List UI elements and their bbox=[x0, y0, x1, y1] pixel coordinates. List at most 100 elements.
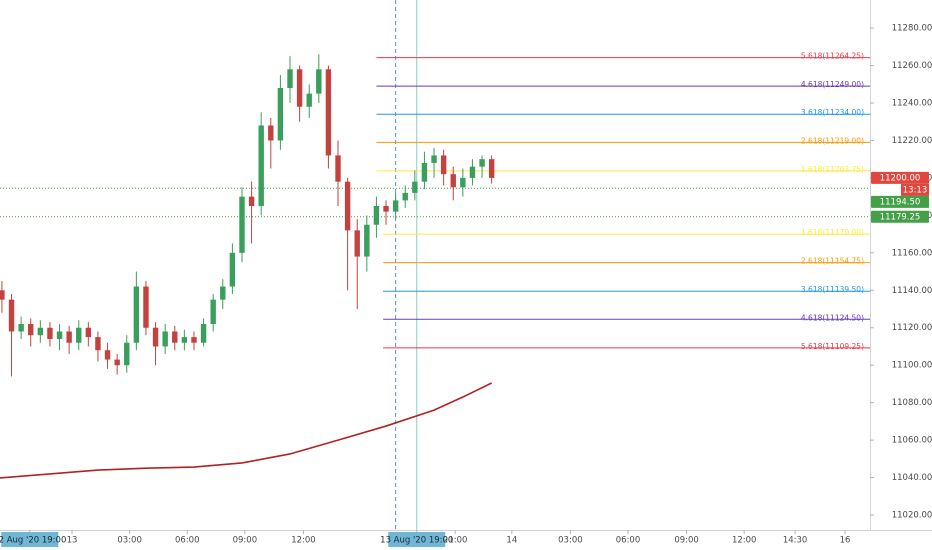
candle-body bbox=[104, 350, 111, 360]
candle-body bbox=[364, 224, 370, 257]
candle-body bbox=[431, 155, 437, 163]
x-tick-label: 12:00 bbox=[732, 536, 757, 546]
y-tick-label: 11220.00 bbox=[892, 136, 932, 146]
countdown-box bbox=[901, 183, 929, 196]
candle-body bbox=[402, 192, 408, 201]
price-line-label: 11194.50 bbox=[880, 197, 921, 207]
fib-label: 2.618(11154.75) bbox=[801, 257, 864, 266]
candle-body bbox=[450, 174, 456, 188]
y-tick-label: 11020.00 bbox=[892, 511, 932, 521]
x-tick-label: 14 bbox=[506, 536, 517, 546]
candle-body bbox=[172, 331, 178, 343]
candle-body bbox=[412, 181, 418, 193]
candle-body bbox=[239, 196, 245, 253]
candle-body bbox=[373, 206, 380, 225]
fib-label: 5.618(11109.25) bbox=[801, 342, 864, 351]
candle-body bbox=[85, 327, 92, 338]
y-tick-label: 11260.00 bbox=[892, 61, 932, 71]
x-tick-highlight bbox=[388, 532, 446, 547]
candle-body bbox=[152, 327, 159, 347]
candle-body bbox=[460, 177, 466, 188]
x-tick-label: 06:00 bbox=[175, 536, 200, 546]
candle-body bbox=[469, 166, 476, 178]
fib-label: 1.618(11170.00) bbox=[801, 228, 864, 237]
fib-label: 4.618(11124.50) bbox=[801, 313, 864, 322]
candle-body bbox=[479, 159, 485, 167]
candle-body bbox=[18, 323, 24, 332]
x-tick-label: 21:00 bbox=[443, 536, 468, 546]
candle-body bbox=[421, 162, 428, 182]
candle-body bbox=[162, 331, 168, 347]
candle-body bbox=[124, 342, 130, 366]
y-tick-label: 11080.00 bbox=[892, 398, 932, 408]
x-tick-label: 14:30 bbox=[783, 536, 808, 546]
candle-body bbox=[287, 69, 293, 89]
x-tick-label: 03:00 bbox=[117, 536, 142, 546]
countdown-label: 13:13 bbox=[903, 185, 928, 195]
candle-body bbox=[258, 125, 264, 207]
candle-body bbox=[133, 286, 140, 343]
candle-body bbox=[66, 331, 72, 343]
fib-label: 3.618(11139.50) bbox=[801, 285, 864, 294]
price-line-label: 11179.25 bbox=[880, 212, 921, 222]
x-tick-label: 16 bbox=[840, 536, 851, 546]
candle-body bbox=[114, 359, 120, 366]
candle-body bbox=[229, 252, 236, 287]
x-tick-label: 09:00 bbox=[233, 536, 258, 546]
fib-label: 3.618(11234.00) bbox=[801, 108, 864, 117]
y-tick-label: 11160.00 bbox=[892, 248, 932, 258]
price-line-box bbox=[871, 210, 929, 223]
x-tick-highlight bbox=[1, 532, 59, 547]
y-tick-label: 11240.00 bbox=[892, 99, 932, 109]
candle-body bbox=[191, 337, 197, 343]
x-tick-label: 13 Aug '20 19:00 bbox=[380, 536, 453, 546]
candle-body bbox=[248, 196, 255, 207]
candle-body bbox=[344, 181, 351, 231]
x-tick-label: 12 Aug '20 19:00 bbox=[0, 536, 66, 546]
moving-average bbox=[0, 382, 493, 479]
y-tick-label: 11140.00 bbox=[892, 286, 932, 296]
y-tick-label: 11280.00 bbox=[892, 24, 932, 34]
fib-label: 2.618(11219.00) bbox=[801, 136, 864, 145]
candle-body bbox=[325, 69, 332, 156]
candle-body bbox=[47, 327, 53, 339]
candle-body bbox=[296, 69, 303, 107]
candle-body bbox=[354, 230, 360, 257]
candle-body bbox=[316, 69, 322, 94]
candle-body bbox=[277, 88, 284, 141]
candle-body bbox=[28, 323, 34, 336]
y-tick-label: 11060.00 bbox=[892, 436, 932, 446]
candle-body bbox=[0, 290, 5, 300]
candle-body bbox=[210, 299, 216, 324]
candle-body bbox=[392, 200, 399, 212]
fib-label: 5.618(11264.25) bbox=[801, 52, 864, 61]
candle-body bbox=[383, 206, 389, 212]
candle-body bbox=[8, 299, 15, 332]
x-tick-label: 09:00 bbox=[674, 536, 699, 546]
candle-body bbox=[440, 155, 447, 175]
candle-body bbox=[200, 323, 207, 343]
candle-body bbox=[181, 337, 188, 343]
fib-label: 1.618(11203.75) bbox=[801, 165, 864, 174]
price-line-box bbox=[871, 195, 929, 208]
candle-body bbox=[76, 327, 82, 343]
x-tick-label: 12:00 bbox=[291, 536, 316, 546]
candle-body bbox=[268, 125, 274, 141]
candle-body bbox=[220, 286, 226, 300]
candle-body bbox=[335, 155, 341, 182]
x-tick-label: 03:00 bbox=[558, 536, 583, 546]
candle-body bbox=[306, 93, 312, 107]
candle-body bbox=[488, 159, 495, 178]
fib-label: 4.618(11249.00) bbox=[801, 80, 864, 89]
y-tick-label: 11040.00 bbox=[892, 473, 932, 483]
x-tick-label: 13 bbox=[67, 536, 78, 546]
x-tick-label: 06:00 bbox=[616, 536, 641, 546]
candle-body bbox=[95, 337, 101, 351]
candle-body bbox=[56, 331, 63, 339]
y-tick-label: 11100.00 bbox=[892, 361, 932, 371]
candle-body bbox=[37, 327, 44, 336]
y-tick-label: 11120.00 bbox=[892, 323, 932, 333]
last-price-label: 11200.00 bbox=[880, 173, 921, 183]
